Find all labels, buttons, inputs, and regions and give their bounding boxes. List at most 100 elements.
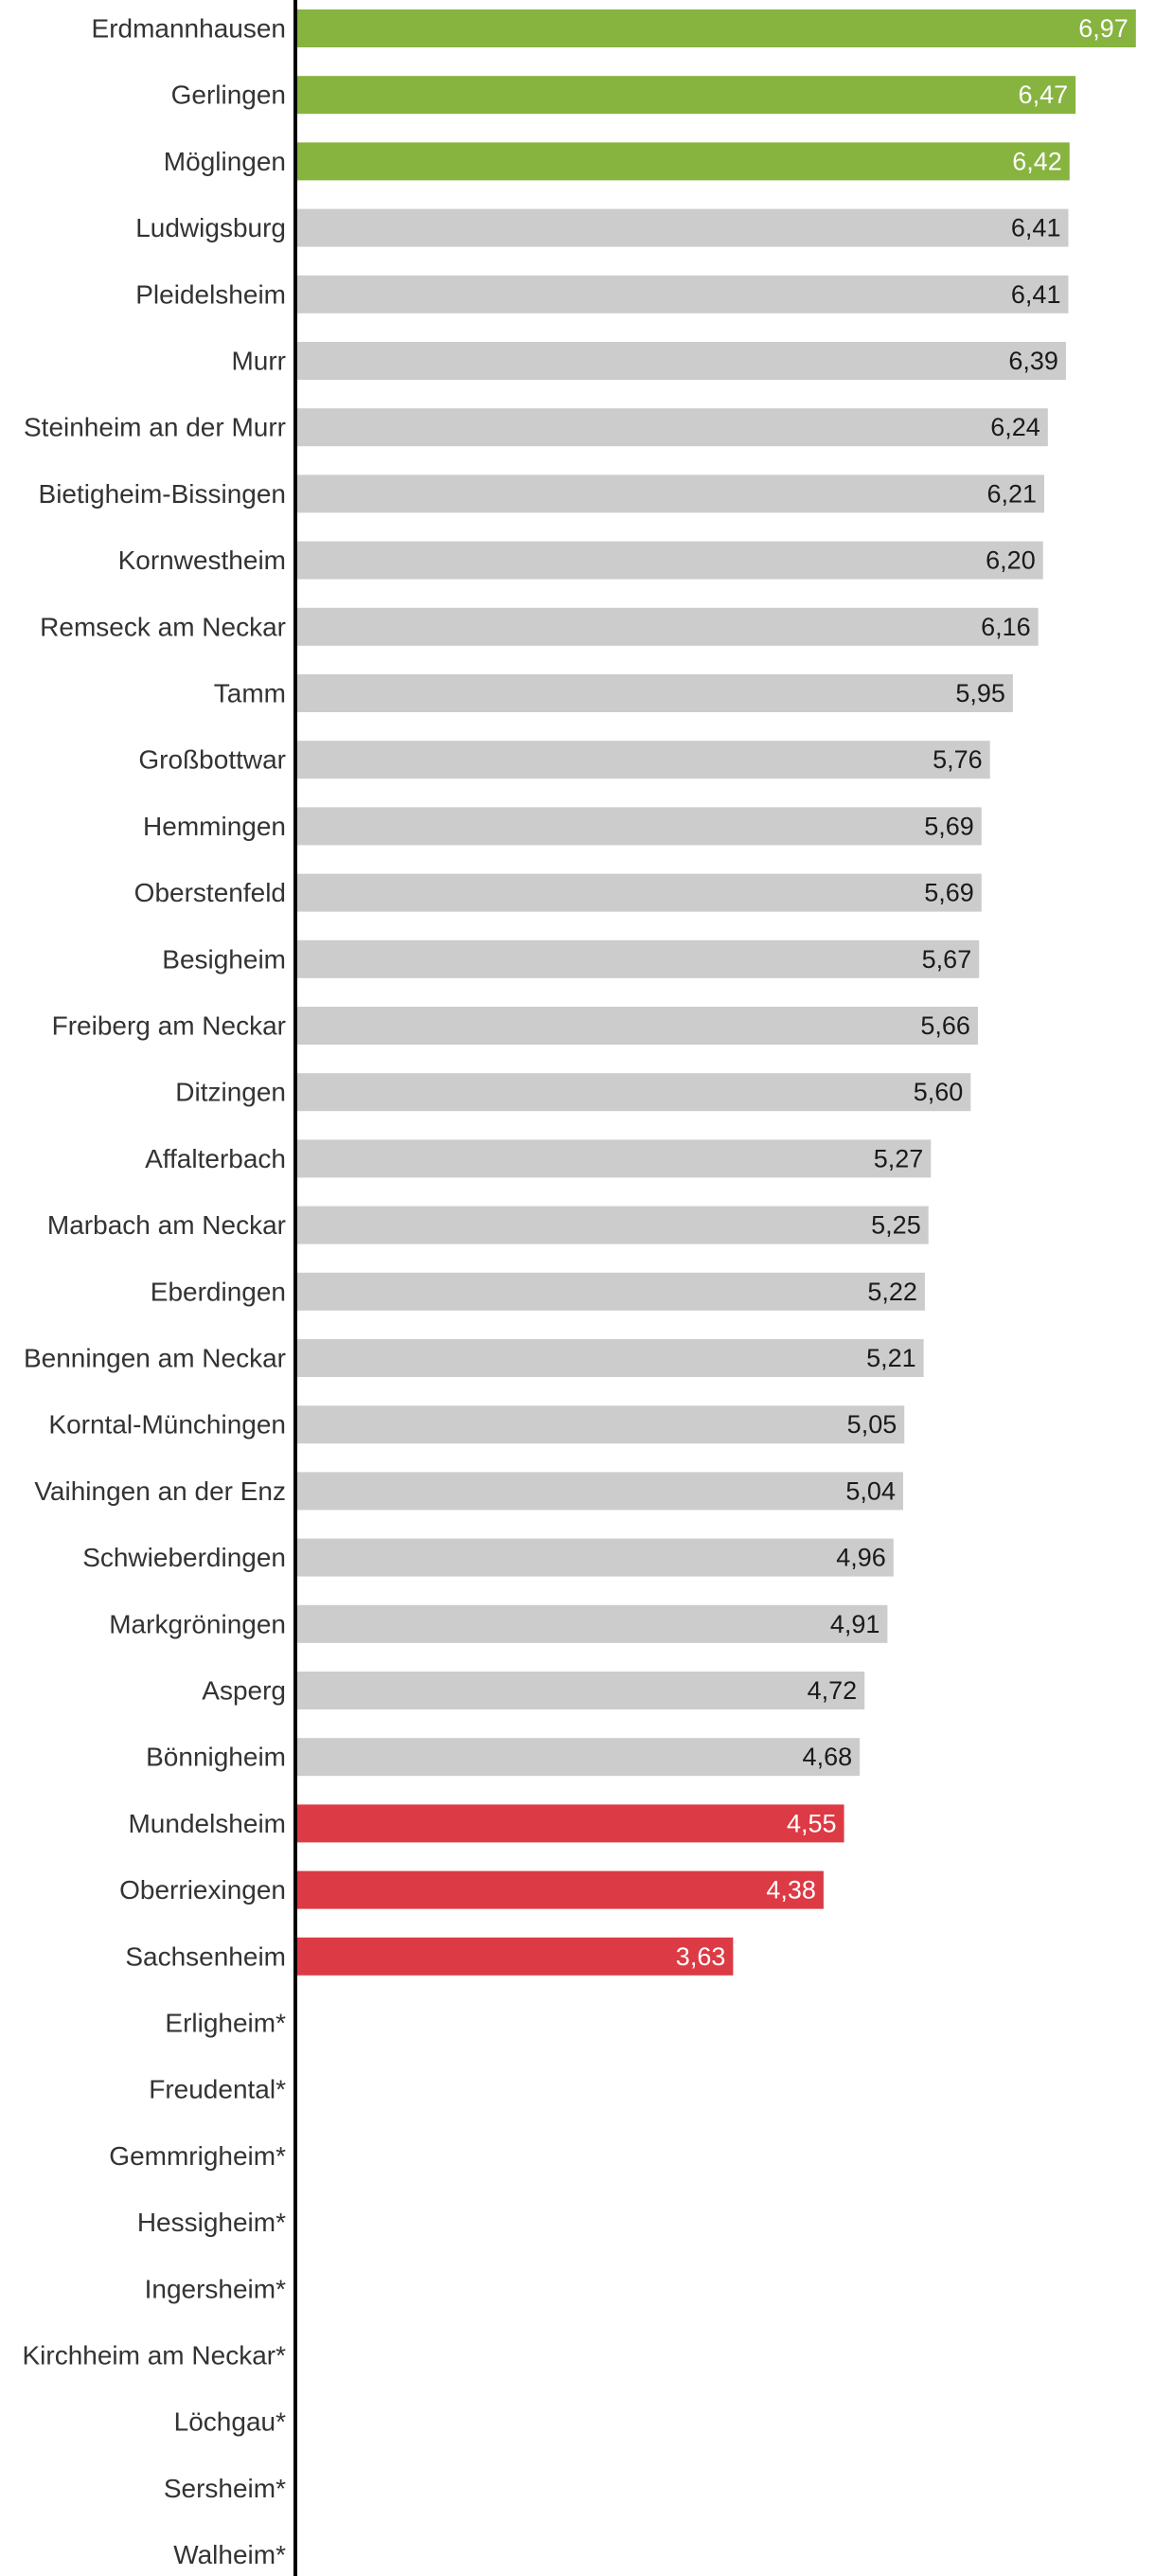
bar (295, 1604, 888, 1643)
value-label: 5,04 (845, 1476, 896, 1505)
value-label: 5,76 (933, 745, 983, 774)
bar (295, 275, 1069, 313)
value-label: 6,47 (1019, 80, 1069, 109)
bar (295, 474, 1045, 513)
value-label: 6,21 (986, 479, 1037, 508)
value-label: 6,41 (1011, 280, 1061, 309)
bar (295, 1206, 929, 1244)
bar (295, 9, 1136, 47)
bar (295, 1538, 894, 1577)
value-label: 6,42 (1012, 147, 1062, 175)
bar (295, 342, 1066, 380)
bars-layer (295, 9, 1136, 1976)
category-label: Asperg (202, 1676, 286, 1706)
category-label: Hemmingen (143, 812, 286, 841)
category-label: Besigheim (162, 944, 286, 974)
value-label: 4,68 (803, 1743, 853, 1771)
category-label: Eberdingen (151, 1277, 286, 1306)
category-label: Pleidelsheim (135, 279, 286, 309)
bar (295, 939, 980, 978)
category-label: Kirchheim am Neckar* (22, 2341, 286, 2370)
category-label: Korntal-Münchingen (48, 1410, 286, 1440)
value-label: 4,91 (830, 1610, 880, 1638)
bar (295, 807, 982, 846)
category-label: Ditzingen (175, 1078, 286, 1107)
value-label: 4,55 (787, 1809, 837, 1837)
category-label: Vaihingen an der Enz (34, 1476, 286, 1506)
bar (295, 1870, 824, 1909)
category-labels-layer: Erdmannhausen Gerlingen Möglingen Ludwigsbu… (22, 14, 286, 2570)
category-label: Freiberg am Neckar (52, 1011, 286, 1041)
value-label: 6,20 (986, 546, 1036, 575)
bar (295, 76, 1076, 115)
bar (295, 1472, 903, 1511)
bar (295, 1738, 861, 1777)
value-label: 6,97 (1078, 14, 1128, 43)
category-label: Gemmrigheim* (109, 2141, 286, 2171)
category-label: Murr (231, 347, 286, 376)
value-label: 6,41 (1011, 214, 1061, 242)
value-label: 5,95 (955, 679, 1005, 707)
category-label: Ingersheim* (145, 2274, 287, 2303)
value-label: 6,39 (1008, 347, 1058, 375)
value-label: 5,05 (847, 1410, 897, 1439)
bar (295, 1804, 844, 1843)
category-label: Freudental* (149, 2075, 286, 2104)
category-label: Sersheim* (164, 2474, 286, 2503)
bar (295, 408, 1048, 447)
bar (295, 674, 1013, 712)
category-label: Löchgau* (174, 2407, 286, 2437)
value-label: 5,22 (867, 1278, 917, 1306)
bar (295, 1272, 925, 1311)
bar (295, 1937, 734, 1976)
value-label: 5,69 (924, 879, 974, 907)
category-label: Steinheim an der Murr (24, 413, 286, 442)
category-label: Sachsenheim (125, 1941, 286, 1971)
value-labels-layer: 6,97 6,47 6,42 6,41 6,41 6,39 6,24 6,21 6,20 6,16… (676, 14, 1128, 1971)
category-label: Walheim* (173, 2540, 286, 2569)
value-label: 4,96 (836, 1544, 886, 1572)
bar (295, 142, 1070, 181)
bar (295, 1405, 905, 1444)
category-label: Kornwestheim (118, 546, 286, 575)
category-label: Ludwigsburg (135, 213, 286, 242)
bar (295, 1007, 978, 1045)
category-label: Hessigheim* (137, 2208, 286, 2237)
category-label: Bietigheim-Bissingen (39, 479, 286, 509)
value-label: 4,38 (766, 1876, 816, 1905)
bar (295, 607, 1039, 646)
value-label: 5,66 (920, 1011, 970, 1040)
value-label: 5,60 (914, 1078, 964, 1106)
bar (295, 1672, 865, 1709)
category-label: Schwieberdingen (82, 1543, 286, 1572)
value-label: 3,63 (676, 1942, 726, 1971)
category-label: Remseck am Neckar (40, 612, 286, 641)
category-label: Marbach am Neckar (47, 1210, 286, 1240)
category-label: Erdmannhausen (92, 14, 286, 44)
bar (295, 541, 1043, 580)
bar (295, 208, 1069, 247)
bar (295, 741, 990, 779)
category-label: Bönnigheim (146, 1743, 286, 1772)
value-label: 6,16 (981, 613, 1031, 641)
category-label: Großbottwar (138, 745, 286, 775)
category-label: Benningen am Neckar (24, 1344, 286, 1373)
value-label: 5,67 (922, 945, 972, 974)
value-label: 5,25 (871, 1211, 921, 1240)
category-label: Möglingen (164, 147, 286, 176)
category-label: Markgröningen (109, 1609, 286, 1638)
category-label: Tamm (214, 679, 286, 708)
category-label: Oberstenfeld (134, 878, 286, 907)
category-label: Erligheim* (165, 2009, 286, 2038)
category-label: Mundelsheim (128, 1809, 286, 1838)
bar (295, 873, 982, 912)
value-label: 5,69 (924, 812, 974, 840)
value-label: 5,27 (874, 1144, 924, 1172)
category-label: Oberriexingen (119, 1875, 286, 1905)
value-label: 5,21 (866, 1344, 916, 1372)
value-label: 4,72 (808, 1676, 858, 1705)
category-label: Affalterbach (145, 1144, 286, 1173)
value-label: 6,24 (990, 413, 1040, 441)
